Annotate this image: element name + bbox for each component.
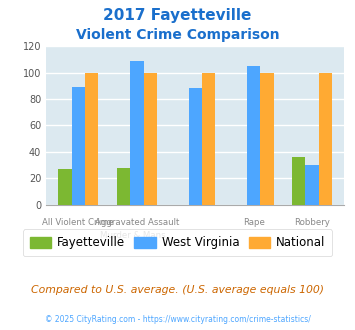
Bar — [319, 73, 332, 205]
Text: Compared to U.S. average. (U.S. average equals 100): Compared to U.S. average. (U.S. average … — [31, 285, 324, 295]
Text: © 2025 CityRating.com - https://www.cityrating.com/crime-statistics/: © 2025 CityRating.com - https://www.city… — [45, 315, 310, 324]
Text: Violent Crime Comparison: Violent Crime Comparison — [76, 28, 279, 42]
Bar — [247, 66, 261, 205]
Bar — [189, 88, 202, 205]
Bar — [261, 73, 274, 205]
Text: Murder & Mans...: Murder & Mans... — [100, 231, 174, 240]
Text: All Violent Crime: All Violent Crime — [43, 218, 114, 227]
Text: 2017 Fayetteville: 2017 Fayetteville — [103, 8, 252, 23]
Bar — [85, 73, 98, 205]
Text: Robbery: Robbery — [294, 218, 330, 227]
Bar — [305, 165, 319, 205]
Bar — [130, 61, 143, 205]
Bar — [58, 169, 72, 205]
Bar — [143, 73, 157, 205]
Text: Aggravated Assault: Aggravated Assault — [94, 218, 179, 227]
Bar — [202, 73, 215, 205]
Text: Rape: Rape — [243, 218, 265, 227]
Bar — [116, 168, 130, 205]
Bar — [292, 157, 305, 205]
Legend: Fayetteville, West Virginia, National: Fayetteville, West Virginia, National — [23, 229, 332, 256]
Bar — [72, 87, 85, 205]
